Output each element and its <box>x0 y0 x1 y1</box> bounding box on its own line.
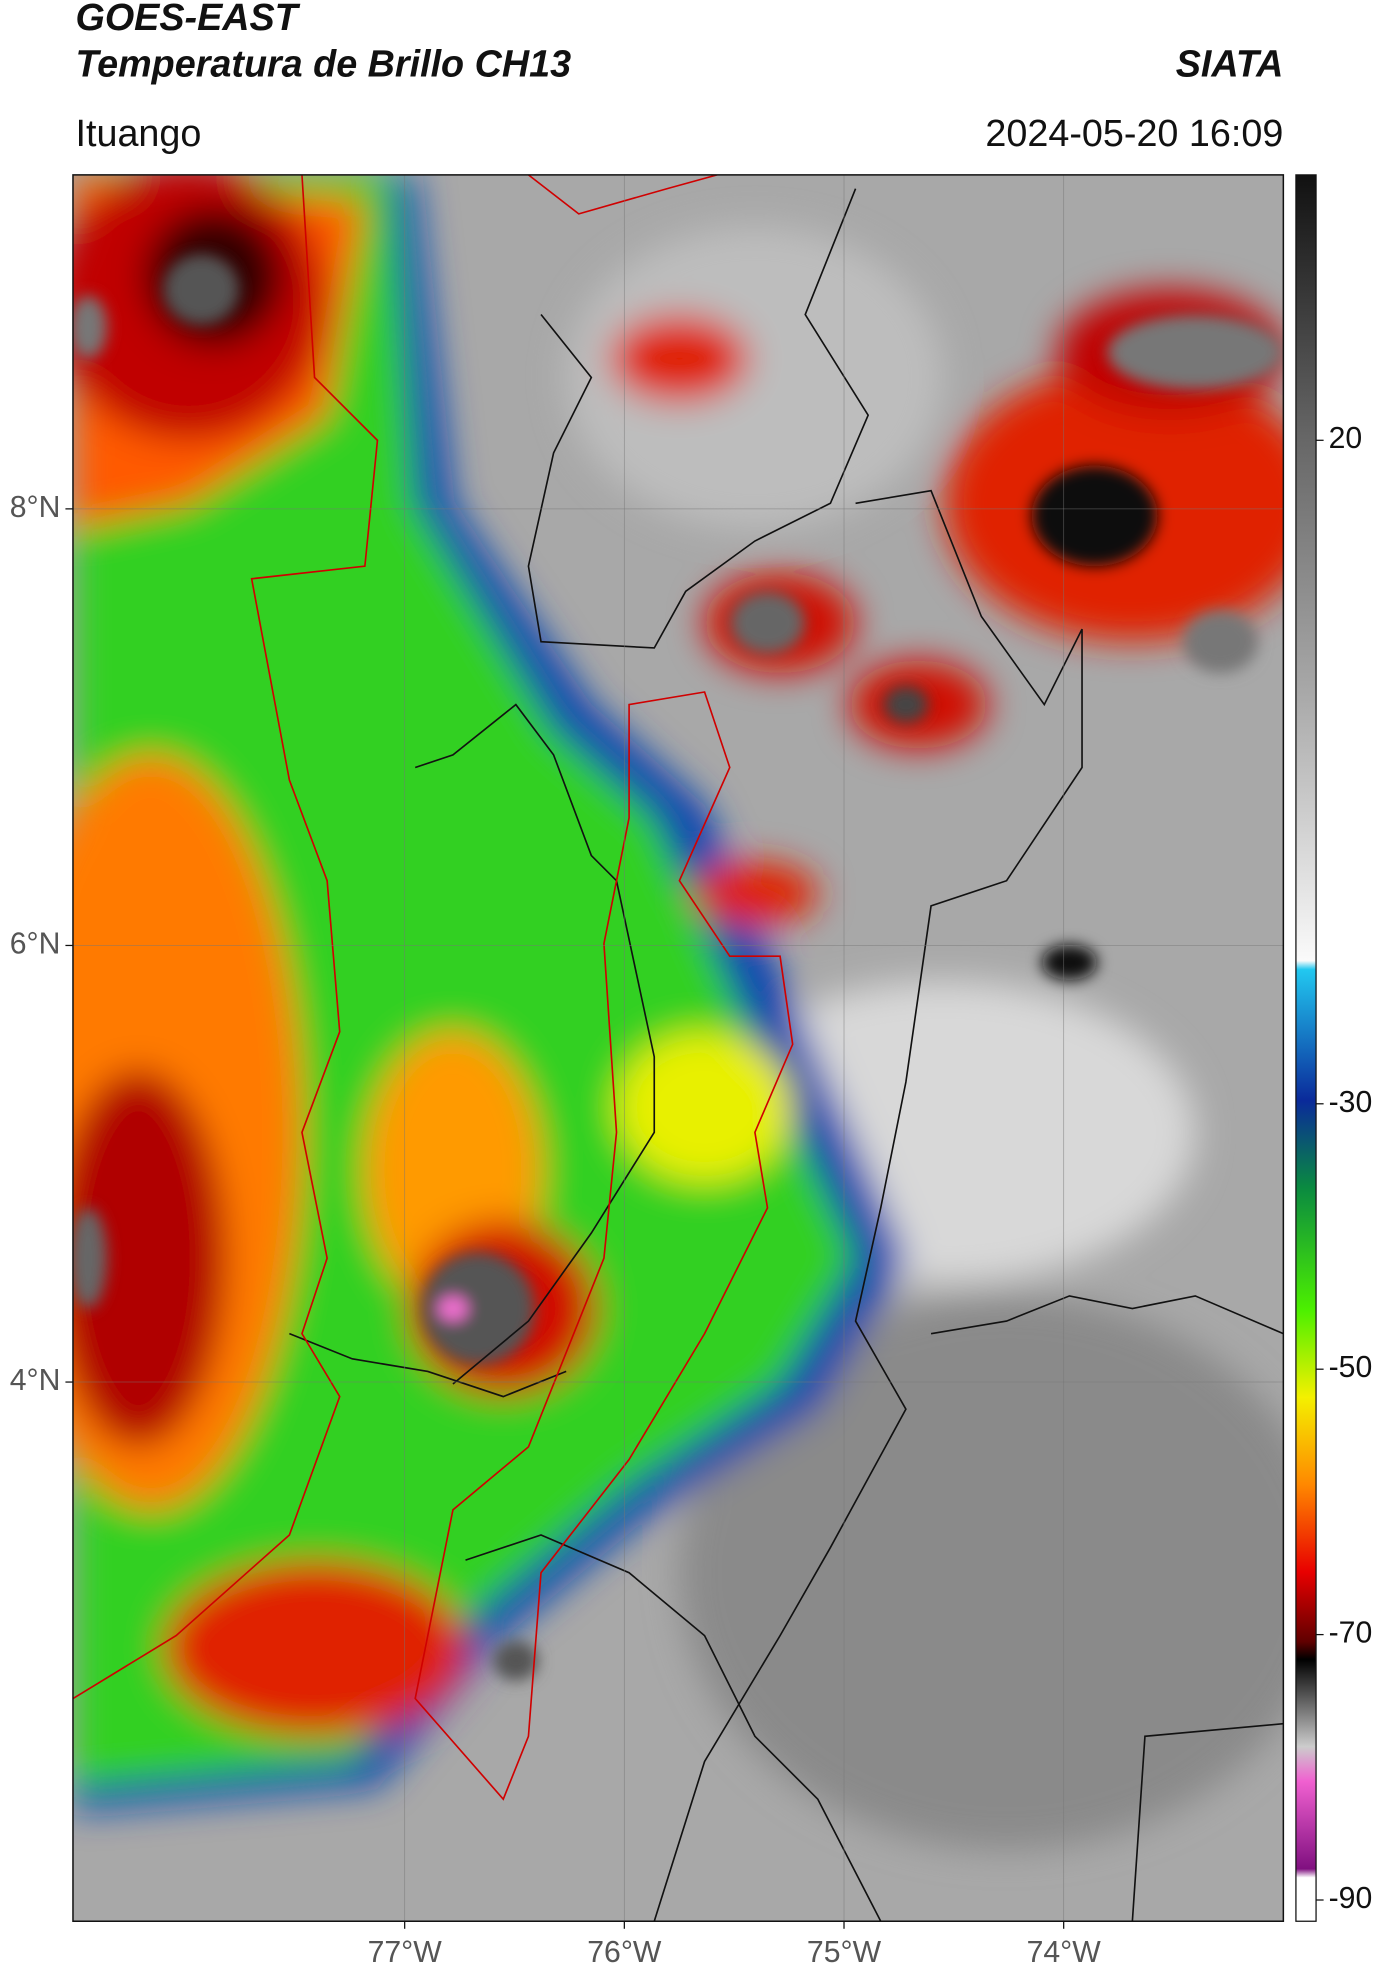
x-tick-label: 74°W <box>1027 1936 1102 1969</box>
map-frame <box>72 174 1285 1922</box>
datetime: 2024-05-20 16:09 <box>985 112 1283 154</box>
colorbar-label: 20 <box>1329 422 1363 455</box>
graticule <box>72 174 1284 1922</box>
subtitle: Temperatura de Brillo CH13 <box>75 43 571 85</box>
colorbar-label: -70 <box>1329 1617 1373 1650</box>
x-tick-label: 77°W <box>368 1936 443 1969</box>
title: GOES-EAST <box>75 0 300 38</box>
y-tick-label: 6°N <box>10 927 61 960</box>
colorbar <box>1295 174 1317 1922</box>
x-tick-label: 76°W <box>587 1936 662 1969</box>
x-tick-label: 75°W <box>807 1936 882 1969</box>
location: Ituango <box>75 112 201 154</box>
satellite-imagery <box>72 174 1284 1922</box>
y-tick-label: 4°N <box>10 1364 61 1397</box>
colorbar-label: -50 <box>1329 1351 1373 1384</box>
colorbar-label: -30 <box>1329 1086 1373 1119</box>
y-tick-label: 8°N <box>10 491 61 524</box>
source: SIATA <box>1176 43 1284 85</box>
colorbar-label: -90 <box>1329 1882 1373 1915</box>
